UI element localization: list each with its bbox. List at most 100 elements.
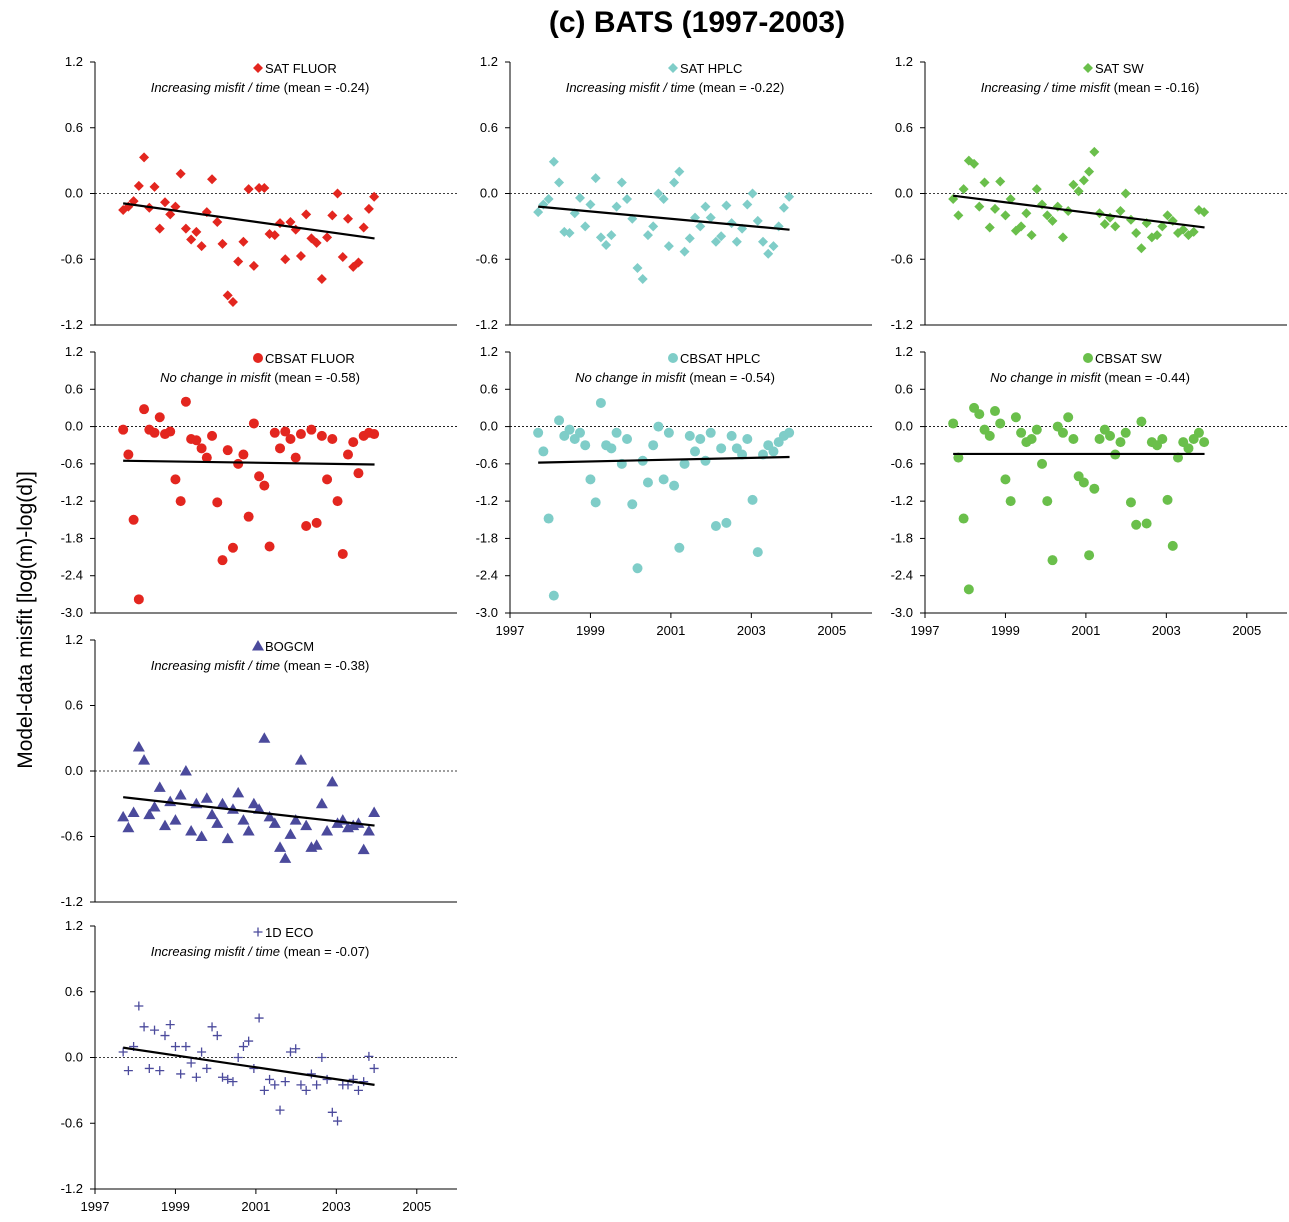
point [564,424,575,435]
point [259,1085,269,1095]
point [306,1069,316,1079]
point [244,1036,254,1046]
point [606,230,617,241]
point [150,1025,160,1035]
point [580,440,591,451]
point [1000,474,1011,485]
point [274,841,287,852]
point [695,434,706,444]
point [1068,434,1079,444]
point [202,1063,212,1073]
point [585,474,596,485]
point [784,427,795,438]
y-tick-label: -1.8 [476,530,498,545]
y-tick-label: -0.6 [61,1115,83,1130]
point [332,188,343,199]
point [216,797,229,809]
point [169,814,182,825]
annotation: Increasing / time misfit (mean = -0.16) [981,80,1200,95]
x-tick-label: 2001 [241,1199,270,1214]
point [265,1074,275,1084]
point [269,427,280,438]
y-tick-label: 0.6 [65,698,83,713]
point [1089,146,1100,157]
point [222,290,233,301]
point [223,1074,233,1084]
point [611,201,622,212]
point [317,1053,327,1062]
point [164,795,177,807]
point [327,210,338,221]
point [543,513,554,524]
point [242,825,255,836]
point [1199,437,1210,448]
point [700,201,711,212]
point [601,240,612,251]
trend-line [122,1046,375,1086]
trend-text: Increasing / time misfit [981,80,1112,95]
point [747,494,758,505]
point [269,230,280,241]
point [369,429,380,440]
point [362,825,375,836]
point [368,806,381,817]
panel: 1.2 0.6 0.0 -0.6 -1.2 SAT SW Increasing / time… [891,54,1287,332]
annotation: No change in misfit (mean = -0.54) [575,370,775,385]
mean-text: (mean = -0.24) [284,80,370,95]
legend-label: SAT HPLC [680,61,742,76]
point [254,1013,264,1023]
annotation: Increasing misfit / time (mean = -0.38) [151,658,370,673]
y-tick-label: -0.6 [61,251,83,266]
point [300,819,313,831]
point [331,817,344,828]
point [322,232,333,243]
point [574,192,585,203]
point [196,241,207,252]
legend-label: SAT FLUOR [265,61,337,76]
point [752,215,763,226]
point [1078,175,1089,186]
point [127,806,140,817]
point [275,1105,285,1115]
point [747,188,758,199]
point [180,396,191,407]
mean-text: (mean = -0.58) [274,370,360,385]
point [642,230,653,241]
point [212,497,223,508]
point [322,474,333,485]
point [290,452,301,463]
y-tick-label: -1.2 [61,894,83,909]
point [201,452,212,463]
point [357,843,370,855]
point [653,188,664,199]
point [326,775,339,787]
point [632,563,643,574]
point [170,201,181,212]
y-tick-label: 1.2 [65,54,83,69]
point [232,786,245,798]
y-tick-label: -2.4 [476,568,498,583]
trend-line [123,202,375,240]
point [690,446,701,457]
y-tick-label: 0.0 [480,419,498,434]
point [275,443,286,454]
point [270,1080,280,1090]
point [221,832,234,844]
point [237,814,250,825]
y-tick-label: -1.2 [61,493,83,508]
y-tick-label: -0.6 [61,456,83,471]
point [353,1085,363,1095]
y-tick-label: 0.0 [895,186,913,201]
point [953,210,964,221]
point [1021,208,1032,219]
point [1099,219,1110,230]
y-tick-label: 0.0 [65,763,83,778]
legend-marker [668,63,678,73]
point [585,199,596,210]
point [742,199,753,210]
legend-marker [1083,63,1093,73]
legend-label: BOGCM [265,639,314,654]
point [170,1042,180,1052]
point [674,542,685,553]
point [1047,555,1058,566]
